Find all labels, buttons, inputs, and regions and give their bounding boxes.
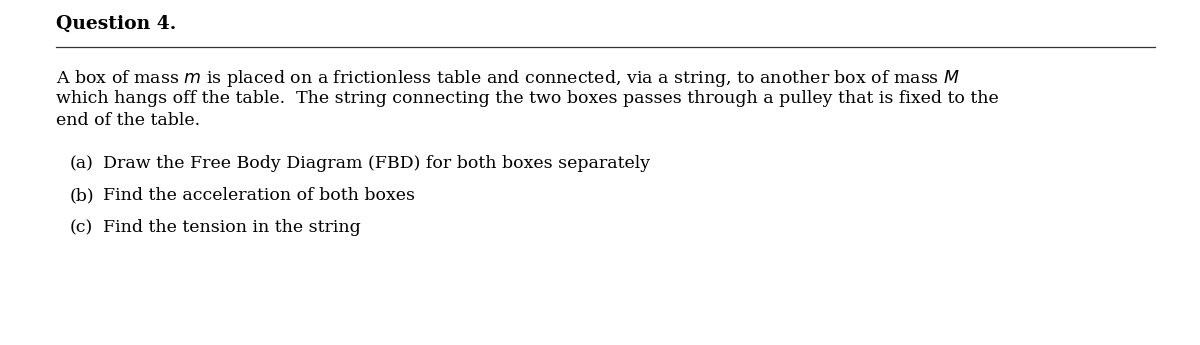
Text: which hangs off the table.  The string connecting the two boxes passes through a: which hangs off the table. The string co…: [56, 90, 998, 107]
Text: (b): (b): [70, 187, 95, 204]
Text: (a): (a): [70, 155, 94, 172]
Text: Find the acceleration of both boxes: Find the acceleration of both boxes: [103, 187, 415, 204]
Text: Question 4.: Question 4.: [56, 15, 176, 33]
Text: (c): (c): [70, 219, 94, 236]
Text: A box of mass $m$ is placed on a frictionless table and connected, via a string,: A box of mass $m$ is placed on a frictio…: [56, 68, 960, 89]
Text: Find the tension in the string: Find the tension in the string: [103, 219, 361, 236]
Text: Draw the Free Body Diagram (FBD) for both boxes separately: Draw the Free Body Diagram (FBD) for bot…: [103, 155, 650, 172]
Text: end of the table.: end of the table.: [56, 112, 200, 129]
